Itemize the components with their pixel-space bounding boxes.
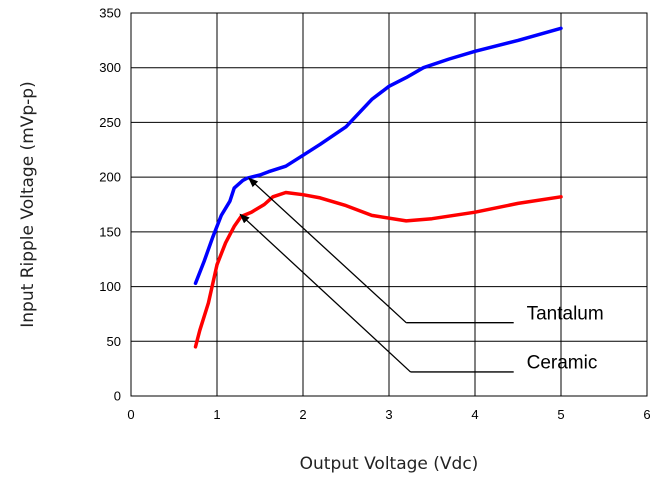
x-tick-label: 6 [643,407,650,422]
y-axis-title: Input Ripple Voltage (mVp-p) [18,81,38,327]
series-lines [193,26,563,349]
arrow-tantalum [248,177,407,324]
x-tick-label: 5 [557,407,564,422]
y-tick-label: 50 [107,334,121,349]
x-tick-label: 2 [299,407,306,422]
y-tick-label: 350 [99,6,121,21]
x-tick-label: 4 [471,407,478,422]
tick-labels: 0 1 2 3 4 5 6 0 50 100 150 200 250 300 350 [99,6,650,423]
series-line-tantalum [193,26,563,286]
series-line-ceramic [193,190,563,349]
y-tick-label: 250 [99,115,121,130]
plot-area-frame [130,12,648,397]
arrow-ceramic [239,213,411,373]
annotations: Tantalum Ceramic [239,177,604,374]
x-axis-title: Output Voltage (Vdc) [300,454,479,474]
y-tick-label: 0 [114,389,121,404]
series-label-ceramic: Ceramic [527,353,598,374]
x-tick-label: 3 [385,407,392,422]
x-tick-label: 0 [127,407,134,422]
y-tick-label: 100 [99,279,121,294]
y-tick-label: 300 [99,60,121,75]
y-tick-label: 200 [99,170,121,185]
x-tick-label: 1 [213,407,220,422]
y-tick-label: 150 [99,224,121,239]
grid [131,13,647,396]
series-label-tantalum: Tantalum [527,303,604,324]
